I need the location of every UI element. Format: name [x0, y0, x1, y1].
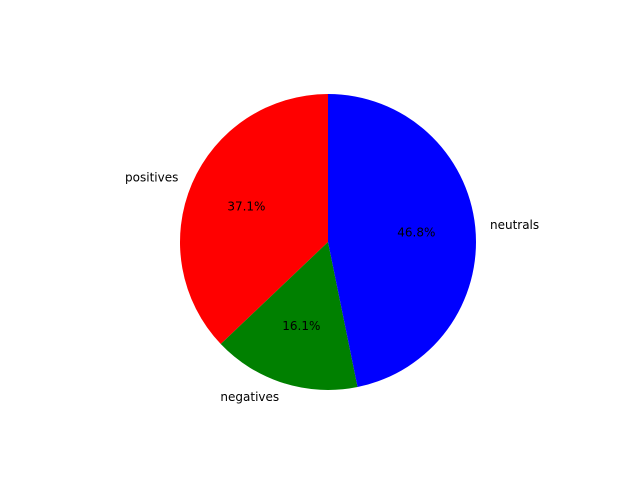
pie-slice-neutrals [328, 94, 476, 388]
percent-label-positives: 37.1% [227, 199, 265, 213]
percent-label-neutrals: 46.8% [397, 226, 435, 240]
percent-label-negatives: 16.1% [282, 319, 320, 333]
pie-slice-positives [180, 94, 328, 344]
slice-label-positives: positives [125, 170, 178, 184]
pie-slice-negatives [220, 242, 358, 390]
slice-label-neutrals: neutrals [490, 218, 539, 232]
slice-label-negatives: negatives [220, 390, 279, 404]
